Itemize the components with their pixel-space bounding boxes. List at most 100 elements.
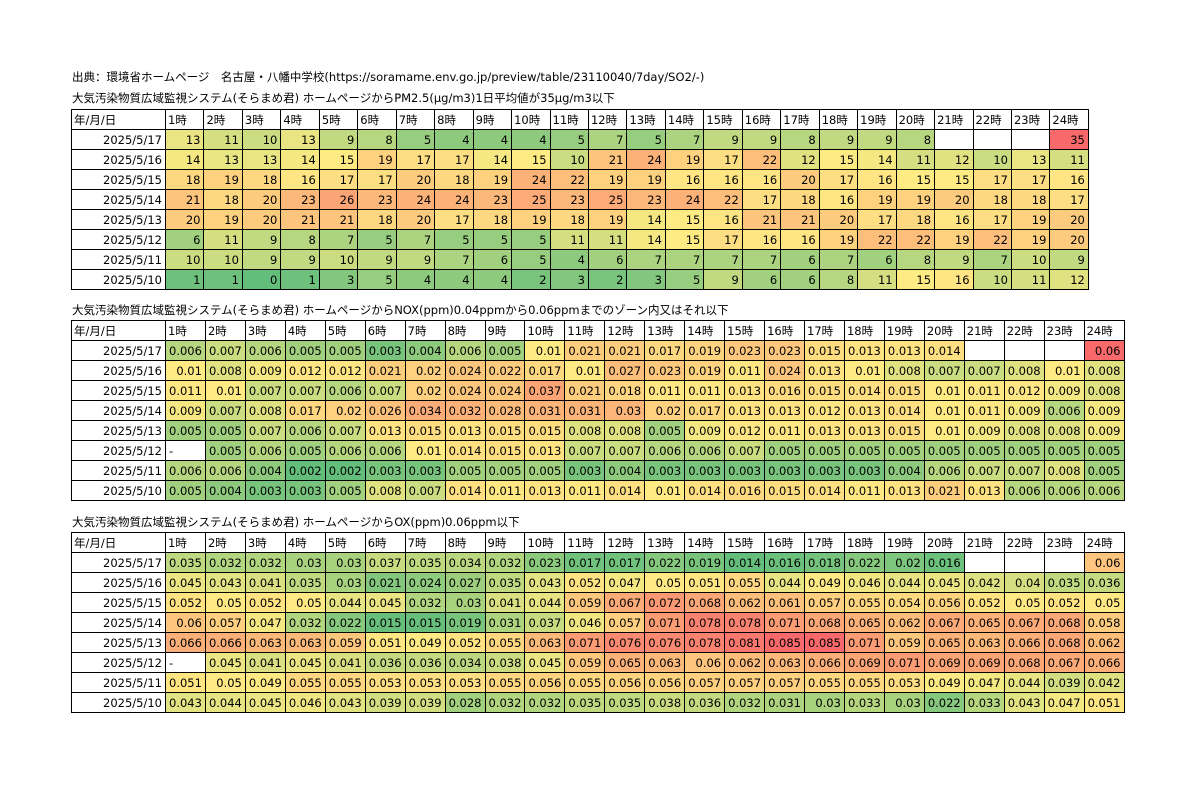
value-cell: 24 xyxy=(511,169,551,190)
value-cell: 0.005 xyxy=(1003,440,1045,461)
value-cell: 19 xyxy=(203,169,243,190)
hour-column-header: 8時 xyxy=(444,532,486,553)
value-cell: 0.005 xyxy=(1043,440,1085,461)
hour-column-header: 4時 xyxy=(284,320,326,341)
value-cell: 0.05 xyxy=(644,572,686,593)
value-cell: 20 xyxy=(780,169,820,190)
value-cell: 0.007 xyxy=(604,440,646,461)
value-cell: 0.006 xyxy=(204,460,246,481)
date-cell: 2025/5/16 xyxy=(71,572,166,593)
value-cell: 4 xyxy=(472,129,513,150)
hour-column-header: 5時 xyxy=(324,320,366,341)
value-cell: 17 xyxy=(434,149,474,170)
value-cell: 7 xyxy=(664,129,705,150)
value-cell: 0.004 xyxy=(404,340,446,361)
value-cell: 0.014 xyxy=(684,480,726,501)
value-cell: 0.014 xyxy=(843,380,885,401)
value-cell: 0.065 xyxy=(843,612,885,633)
value-cell: 5 xyxy=(357,229,397,250)
value-cell: 0.022 xyxy=(324,612,366,633)
value-cell: 0.063 xyxy=(284,632,326,653)
value-cell: 0.043 xyxy=(1003,692,1045,713)
value-cell: 0.035 xyxy=(604,692,646,713)
value-cell: 0.056 xyxy=(604,672,646,693)
table-row: 2025/5/15 18 19 18 16 17 17 20 18 19 24 22 19 19 16 16 1… xyxy=(71,169,1089,190)
table-row: 2025/5/11 0.006 0.006 0.004 0.002 0.002 0.003 0… xyxy=(71,460,1125,481)
hour-column-header: 8時 xyxy=(434,109,474,130)
value-cell: 0.027 xyxy=(604,360,646,381)
value-cell: 15 xyxy=(664,229,705,250)
value-cell: 15 xyxy=(895,169,936,190)
value-cell: 19 xyxy=(895,189,936,210)
value-cell: 0.05 xyxy=(1083,592,1125,613)
value-cell: 1 xyxy=(164,269,205,290)
value-cell: 0.013 xyxy=(524,480,566,501)
value-cell: 0.012 xyxy=(804,400,845,421)
value-cell: 0.06 xyxy=(1083,340,1125,361)
value-cell: 0.005 xyxy=(324,480,366,501)
value-cell: 0.05 xyxy=(1003,592,1045,613)
value-cell xyxy=(963,340,1005,361)
value-cell: 17 xyxy=(972,169,1012,190)
value-cell: 0.01 xyxy=(843,360,885,381)
value-cell: 9 xyxy=(703,269,743,290)
value-cell: 0.024 xyxy=(444,360,486,381)
value-cell: 19 xyxy=(587,209,628,230)
value-cell: 0.007 xyxy=(284,380,326,401)
table-row: 2025/5/15 0.052 0.05 0.052 0.05 0.044 0.045 0.0… xyxy=(71,592,1125,613)
date-cell: 2025/5/14 xyxy=(71,400,166,421)
value-cell: 0.019 xyxy=(444,612,486,633)
value-cell: 9 xyxy=(357,249,397,270)
date-column-header: 年/月/日 xyxy=(71,532,166,553)
section-nox-title: 大気汚染物質広域監視システム(そらまめ君) ホームページからNOX(ppm)0.… xyxy=(72,303,729,317)
value-cell: 0.018 xyxy=(804,552,845,573)
value-cell: 0.055 xyxy=(843,592,885,613)
value-cell: 0.055 xyxy=(324,672,366,693)
value-cell: 0.011 xyxy=(644,380,686,401)
value-cell: 0.03 xyxy=(324,572,366,593)
value-cell: 0.066 xyxy=(204,632,246,653)
value-cell: 0.008 xyxy=(244,400,286,421)
value-cell: 10 xyxy=(203,249,243,270)
value-cell: 4 xyxy=(549,249,589,270)
value-cell: 17 xyxy=(1049,189,1089,210)
value-cell: 25 xyxy=(511,189,551,210)
value-cell: 0.02 xyxy=(404,380,446,401)
value-cell: 0.051 xyxy=(1083,692,1125,713)
hour-column-header: 12時 xyxy=(604,532,646,553)
value-cell: 5 xyxy=(511,229,551,250)
value-cell: 0.013 xyxy=(804,420,845,441)
value-cell: 0.015 xyxy=(524,420,566,441)
value-cell: 0.023 xyxy=(764,340,805,361)
value-cell: 0.04 xyxy=(1003,572,1045,593)
value-cell: 17 xyxy=(972,209,1012,230)
value-cell xyxy=(1043,552,1085,573)
value-cell: 0.01 xyxy=(165,360,206,381)
hour-column-header: 4時 xyxy=(280,109,320,130)
value-cell: 5 xyxy=(472,229,513,250)
value-cell: 0.047 xyxy=(963,672,1005,693)
table-row: 2025/5/13 20 19 20 21 21 18 20 17 18 19 18 19 14 15 16 2… xyxy=(71,209,1089,230)
value-cell: 0.063 xyxy=(963,632,1005,653)
value-cell: 0 xyxy=(241,269,282,290)
value-cell: 18 xyxy=(1010,189,1051,210)
value-cell: 9 xyxy=(818,129,859,150)
value-cell: 0.014 xyxy=(923,340,965,361)
value-cell: 0.057 xyxy=(804,592,845,613)
value-cell: 10 xyxy=(549,149,589,170)
value-cell: 0.003 xyxy=(764,460,805,481)
hour-column-header: 17時 xyxy=(804,320,845,341)
value-cell: 23 xyxy=(549,189,589,210)
value-cell: 0.008 xyxy=(1003,420,1045,441)
value-cell: 9 xyxy=(395,249,436,270)
value-cell: 0.078 xyxy=(684,632,726,653)
value-cell: 16 xyxy=(857,169,897,190)
value-cell: 9 xyxy=(318,129,359,150)
value-cell: 20 xyxy=(1049,209,1089,230)
value-cell: 0.031 xyxy=(484,612,526,633)
value-cell: 0.019 xyxy=(684,552,726,573)
value-cell: 0.067 xyxy=(923,612,965,633)
hour-column-header: 3時 xyxy=(244,532,286,553)
value-cell: 0.017 xyxy=(644,340,686,361)
hour-column-header: 11時 xyxy=(549,109,589,130)
